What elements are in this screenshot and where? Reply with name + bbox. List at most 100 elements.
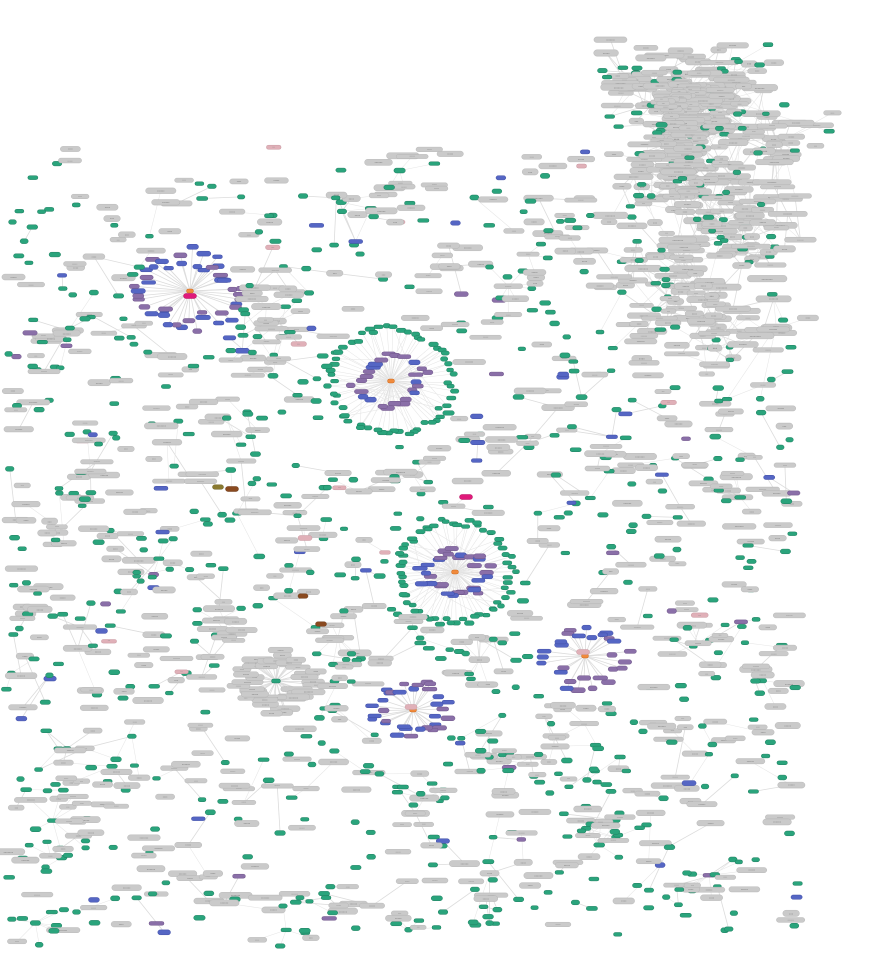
graph-node-gray[interactable]: ••• — [765, 141, 783, 148]
graph-node-gray[interactable]: •••••• — [396, 204, 426, 211]
graph-node-gray[interactable]: •••••• — [308, 531, 338, 538]
graph-node-teal[interactable] — [280, 304, 291, 309]
graph-node-teal[interactable] — [491, 689, 501, 694]
graph-node-teal[interactable] — [404, 200, 416, 206]
graph-node-teal[interactable] — [398, 592, 409, 598]
graph-node-blue[interactable] — [763, 475, 776, 480]
graph-node-gray[interactable]: •••••• — [776, 917, 806, 923]
graph-node-teal[interactable] — [513, 896, 525, 902]
graph-node-purple[interactable] — [488, 371, 504, 377]
graph-node-teal[interactable] — [549, 320, 560, 327]
graph-node-gray[interactable]: ••••• — [687, 70, 712, 76]
graph-node-gray[interactable]: •••••• — [273, 502, 302, 509]
graph-node-gray[interactable]: ••••• — [264, 177, 289, 184]
graph-node-gray[interactable]: ••••• — [681, 750, 709, 757]
graph-node-gray[interactable]: ••••••• — [620, 624, 655, 630]
graph-node-teal[interactable] — [136, 578, 145, 584]
graph-node-teal[interactable] — [446, 395, 457, 401]
graph-node-gray[interactable]: •••••••• — [731, 243, 772, 249]
graph-node-gray[interactable]: •••••• — [4, 672, 38, 680]
graph-node-teal[interactable] — [753, 150, 763, 156]
graph-node-gray[interactable]: •••••••• — [736, 332, 775, 340]
graph-node-teal[interactable] — [637, 182, 647, 187]
graph-node-blue[interactable] — [360, 568, 372, 573]
graph-node-gray[interactable]: •••• — [701, 220, 723, 227]
graph-node-gray[interactable]: ••••• — [219, 208, 246, 215]
graph-node-teal[interactable] — [351, 556, 361, 562]
graph-node-gray[interactable]: •••••• — [252, 339, 281, 345]
graph-node-teal[interactable] — [217, 511, 227, 518]
graph-node-teal[interactable] — [633, 192, 645, 199]
graph-node-teal[interactable] — [416, 791, 426, 797]
graph-node-blue[interactable] — [408, 359, 421, 365]
graph-node-teal[interactable] — [396, 571, 406, 576]
graph-node-teal[interactable] — [339, 526, 349, 531]
graph-node-gray[interactable]: ••• — [391, 910, 409, 916]
graph-node-teal[interactable] — [721, 397, 733, 402]
graph-node-purple[interactable] — [381, 718, 391, 724]
graph-node-gray[interactable]: ••••••• — [664, 351, 700, 357]
graph-node-blue[interactable] — [195, 315, 211, 320]
graph-node-teal[interactable] — [355, 251, 365, 257]
graph-node-teal[interactable] — [169, 463, 179, 469]
graph-node-teal[interactable] — [582, 777, 592, 783]
graph-node-gray[interactable]: •••• — [305, 668, 327, 675]
graph-node-teal[interactable] — [440, 350, 450, 356]
graph-node-gray[interactable]: •••• — [758, 624, 777, 631]
graph-node-purple[interactable] — [607, 666, 619, 672]
graph-node-teal[interactable] — [280, 493, 292, 499]
graph-node-gray[interactable]: •••••• — [239, 284, 271, 291]
graph-node-teal[interactable] — [661, 277, 671, 282]
graph-node-teal[interactable] — [427, 834, 440, 840]
graph-node-teal[interactable] — [92, 539, 105, 545]
graph-node-blue[interactable] — [428, 713, 442, 719]
graph-node-blue[interactable] — [348, 239, 363, 244]
graph-node-gray[interactable]: •••• — [686, 290, 706, 296]
graph-node-purple[interactable] — [171, 322, 182, 328]
graph-node-teal[interactable] — [285, 795, 298, 800]
graph-node-blue[interactable] — [450, 220, 461, 226]
graph-node-teal[interactable] — [607, 346, 618, 351]
graph-node-teal[interactable] — [271, 678, 281, 684]
graph-node-gray[interactable]: •••• — [742, 129, 765, 135]
graph-node-teal[interactable] — [734, 59, 743, 64]
graph-node-gray[interactable]: •••••• — [735, 212, 765, 219]
graph-node-gray[interactable]: ••••• — [635, 464, 659, 471]
graph-node-teal[interactable] — [358, 330, 366, 335]
graph-node-teal[interactable] — [595, 329, 605, 335]
graph-node-gray[interactable]: •••• — [96, 532, 119, 540]
graph-node-gray[interactable]: ••• — [737, 224, 753, 232]
graph-node-teal[interactable] — [129, 341, 139, 347]
graph-node-teal[interactable] — [33, 407, 45, 413]
graph-node-gray[interactable]: •••••• — [100, 769, 133, 775]
graph-node-gray[interactable]: •••• — [732, 262, 752, 269]
graph-node-teal[interactable] — [709, 433, 722, 440]
graph-node-gray[interactable]: •••••• — [660, 774, 690, 780]
graph-node-purple[interactable] — [139, 274, 154, 280]
graph-node-teal[interactable] — [256, 415, 269, 421]
graph-node-teal[interactable] — [627, 214, 637, 220]
graph-node-gray[interactable]: ••••• — [414, 273, 442, 279]
graph-node-teal[interactable] — [42, 788, 53, 794]
graph-node-gray[interactable]: ••• — [375, 271, 392, 278]
graph-node-gray[interactable]: ••••• — [152, 586, 176, 594]
graph-node-teal[interactable] — [327, 372, 336, 377]
graph-node-teal[interactable] — [670, 324, 681, 330]
graph-node-teal[interactable] — [613, 932, 623, 937]
graph-node-teal[interactable] — [629, 719, 639, 725]
graph-node-blue[interactable] — [88, 897, 100, 903]
graph-node-teal[interactable] — [713, 241, 723, 246]
graph-node-teal[interactable] — [456, 328, 468, 334]
graph-node-gray[interactable]: ••• — [645, 478, 664, 485]
graph-node-gray[interactable]: •••• — [361, 737, 382, 744]
graph-node-teal[interactable] — [113, 335, 125, 341]
graph-node-teal[interactable] — [312, 376, 322, 382]
graph-node-teal[interactable] — [68, 292, 78, 298]
graph-node-teal[interactable] — [329, 242, 339, 248]
graph-node-teal[interactable] — [274, 830, 286, 836]
graph-node-gray[interactable]: ••••• — [131, 852, 157, 859]
graph-node-purple[interactable] — [321, 916, 337, 921]
graph-node-purple[interactable] — [227, 286, 238, 292]
graph-node-teal[interactable] — [713, 456, 723, 462]
graph-node-purple[interactable] — [158, 306, 173, 312]
